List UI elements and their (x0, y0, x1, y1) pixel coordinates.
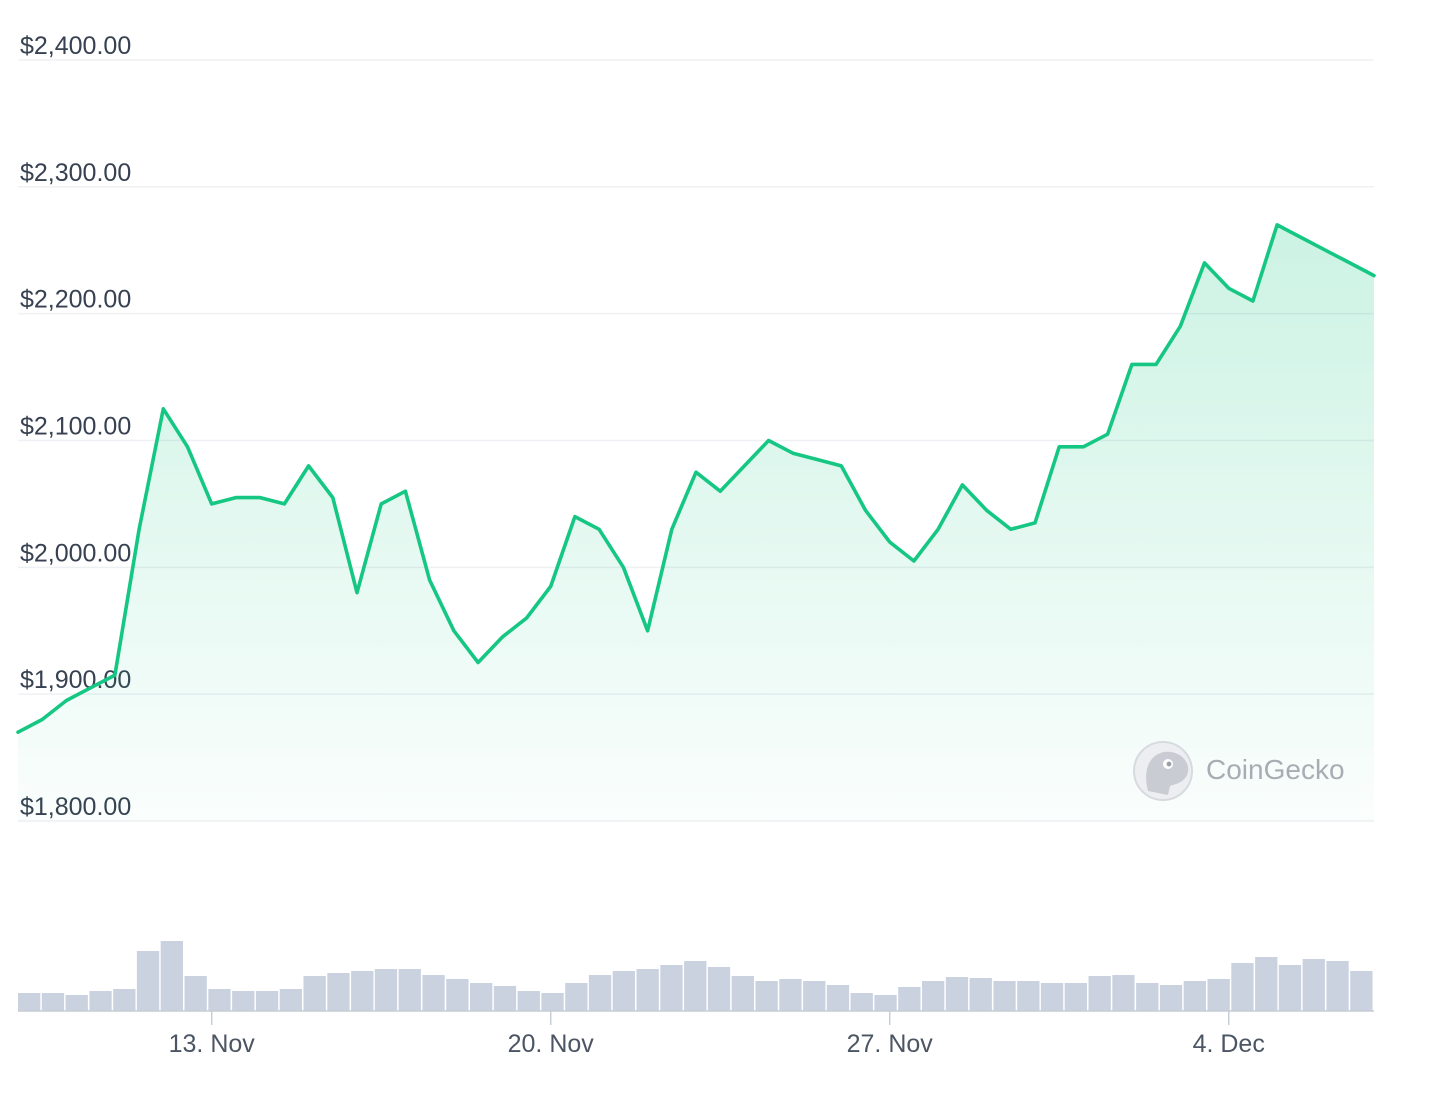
volume-bar (1350, 971, 1373, 1011)
volume-bar (660, 965, 683, 1011)
volume-bar (470, 983, 493, 1011)
volume-bar (707, 967, 731, 1011)
volume-bar (422, 975, 445, 1011)
volume-bar (922, 981, 945, 1011)
volume-bar (398, 969, 421, 1011)
y-tick-label: $2,400.00 (20, 32, 131, 60)
volume-bar (1112, 975, 1135, 1011)
volume-bar (136, 951, 160, 1011)
volume-bar (1302, 959, 1325, 1011)
volume-bar (493, 986, 517, 1011)
volume-bar (1183, 981, 1206, 1011)
volume-bar (279, 989, 302, 1011)
volume-bar (874, 995, 897, 1011)
volume-bar (612, 971, 635, 1011)
volume-bar (89, 991, 112, 1011)
volume-bar (898, 987, 921, 1011)
gecko-logo-icon (1133, 741, 1193, 801)
x-tick-label: 27. Nov (847, 1030, 934, 1058)
volume-bar (113, 989, 136, 1011)
volume-bar (255, 991, 279, 1011)
volume-bar (1159, 985, 1183, 1011)
volume-bar (565, 983, 588, 1011)
volume-bar (1064, 983, 1087, 1011)
x-axis-labels: 13. Nov 20. Nov 27. Nov 4. Dec (169, 1011, 1265, 1058)
volume-bar (208, 989, 231, 1011)
price-area-fill (18, 224, 1374, 821)
volume-bar (446, 979, 469, 1011)
volume-bars (18, 941, 1373, 1011)
volume-bar (1255, 957, 1278, 1011)
volume-bar (945, 977, 969, 1011)
volume-bar (232, 991, 255, 1011)
coingecko-watermark-text: CoinGecko (1206, 754, 1345, 785)
y-tick-label: $2,200.00 (20, 286, 131, 314)
price-line (16, 223, 1376, 734)
volume-bar (969, 978, 992, 1011)
volume-bar (303, 976, 326, 1011)
coingecko-watermark: CoinGecko (1133, 741, 1345, 801)
volume-bar (636, 969, 659, 1011)
volume-bar (327, 973, 350, 1011)
volume-bar (1040, 983, 1064, 1011)
volume-bar (18, 993, 41, 1011)
volume-bar (374, 969, 398, 1011)
volume-bar (541, 993, 564, 1011)
x-tick-label: 20. Nov (508, 1030, 595, 1058)
volume-bar (779, 979, 802, 1011)
x-tick-label: 13. Nov (169, 1030, 256, 1058)
volume-bar (65, 995, 88, 1011)
volume-bar (1278, 965, 1302, 1011)
volume-bar (1326, 961, 1349, 1011)
volume-bar (755, 981, 778, 1011)
volume-bar (826, 985, 850, 1011)
volume-bar (684, 961, 707, 1011)
volume-bar (1017, 981, 1040, 1011)
volume-bar (41, 993, 65, 1011)
volume-bar (184, 976, 207, 1011)
volume-bar (993, 981, 1016, 1011)
y-tick-label: $2,100.00 (20, 413, 131, 441)
volume-bar (588, 975, 612, 1011)
volume-bar (1207, 979, 1230, 1011)
volume-bar (351, 971, 374, 1011)
y-tick-label: $2,000.00 (20, 539, 131, 567)
volume-bar (160, 941, 183, 1011)
volume-bar (517, 991, 540, 1011)
volume-bar (1231, 963, 1254, 1011)
volume-bar (803, 981, 826, 1011)
volume-bar (1136, 983, 1159, 1011)
x-tick-label: 4. Dec (1193, 1030, 1265, 1058)
y-tick-label: $2,300.00 (20, 159, 131, 187)
volume-bar (1088, 976, 1111, 1011)
volume-bar (731, 976, 754, 1011)
volume-bar (850, 993, 873, 1011)
